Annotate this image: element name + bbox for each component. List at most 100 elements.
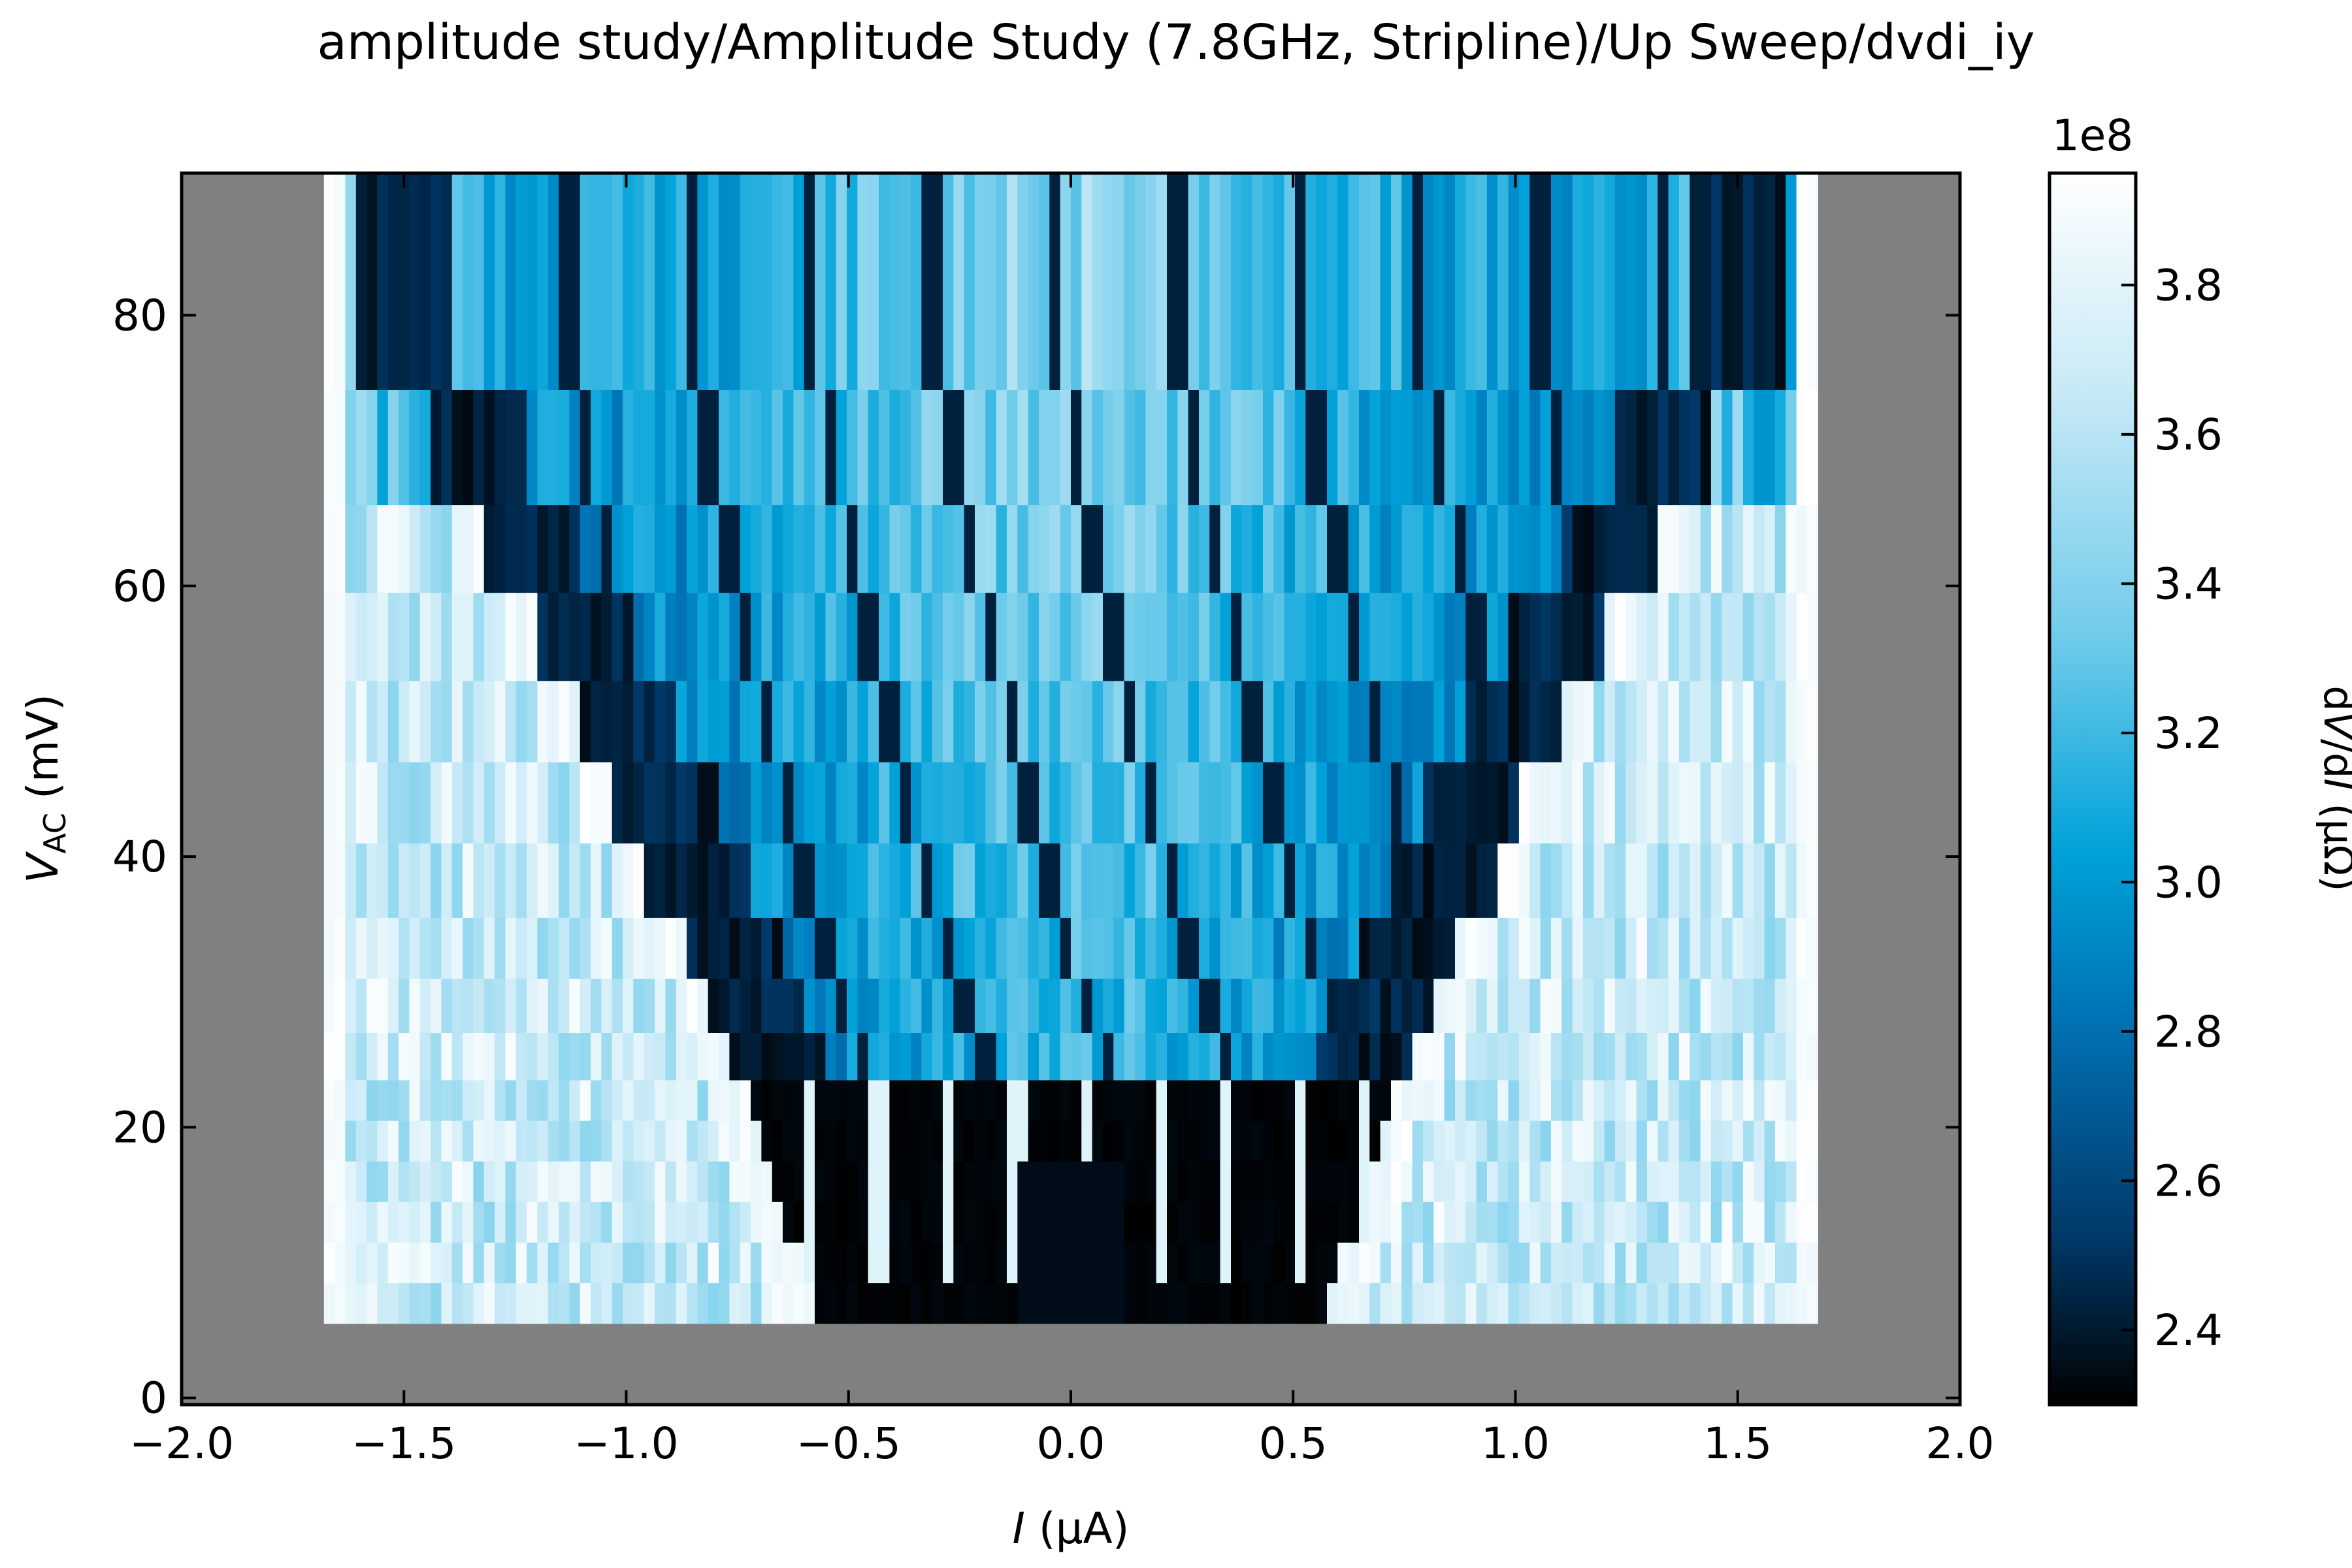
heatmap-cell <box>633 1282 645 1324</box>
heatmap-cell <box>793 1161 805 1202</box>
heatmap-cell <box>633 917 645 979</box>
heatmap-cell <box>975 917 986 979</box>
heatmap-cell <box>1145 762 1157 843</box>
heatmap-cell <box>804 173 815 390</box>
heatmap-cell <box>419 1079 431 1121</box>
heatmap-cell <box>1017 1161 1029 1202</box>
heatmap-cell <box>1518 1032 1530 1081</box>
heatmap-cell <box>1241 593 1253 681</box>
heatmap-cell <box>1081 1282 1093 1324</box>
heatmap-cell <box>515 843 527 918</box>
heatmap-cell <box>633 504 645 593</box>
heatmap-cell <box>1604 978 1616 1033</box>
heatmap-cell <box>1433 1120 1445 1162</box>
heatmap-cell <box>431 389 442 506</box>
heatmap-cell <box>1177 1120 1189 1162</box>
heatmap-cell <box>1252 1079 1264 1121</box>
heatmap-cell <box>943 593 954 681</box>
heatmap-cell <box>687 389 698 506</box>
heatmap-cell <box>1678 1282 1690 1324</box>
heatmap-cell <box>1273 1201 1285 1243</box>
heatmap-cell <box>665 762 677 843</box>
heatmap-cell <box>1796 1120 1808 1162</box>
heatmap-cell <box>1252 593 1264 681</box>
heatmap-cell <box>1188 917 1200 979</box>
heatmap-cell <box>868 978 879 1033</box>
heatmap-cell <box>1103 1282 1114 1324</box>
heatmap-cell <box>687 1282 698 1324</box>
heatmap-cell <box>1081 1032 1093 1081</box>
heatmap-cell <box>537 680 549 762</box>
heatmap-cell <box>463 917 474 979</box>
heatmap-cell <box>559 593 570 681</box>
heatmap-cell <box>633 843 645 918</box>
heatmap-cell <box>1092 593 1103 681</box>
heatmap-cell <box>687 1161 698 1202</box>
heatmap-cell <box>1572 504 1584 593</box>
heatmap-cell <box>655 173 666 390</box>
heatmap-cell <box>889 680 901 762</box>
heatmap-cell <box>1518 1242 1530 1284</box>
heatmap-cell <box>1081 762 1093 843</box>
heatmap-cell <box>783 762 794 843</box>
heatmap-cell <box>1423 680 1434 762</box>
heatmap-cell <box>483 978 495 1033</box>
heatmap-cell <box>601 762 613 843</box>
heatmap-cell <box>1039 1201 1050 1243</box>
heatmap-cell <box>1092 762 1103 843</box>
heatmap-cell <box>719 762 730 843</box>
heatmap-cell <box>1401 917 1413 979</box>
heatmap-cell <box>1518 1161 1530 1202</box>
heatmap-cell <box>1732 1242 1744 1284</box>
heatmap-cell <box>1658 1120 1669 1162</box>
heatmap-cell <box>697 1201 709 1243</box>
heatmap-cell <box>804 843 815 918</box>
heatmap-cell <box>1231 593 1242 681</box>
heatmap-cell <box>783 843 794 918</box>
heatmap-cell <box>996 762 1007 843</box>
heatmap-cell <box>537 978 549 1033</box>
heatmap-cell <box>1636 1120 1648 1162</box>
heatmap-cell <box>729 762 741 843</box>
heatmap-cell <box>1550 762 1562 843</box>
heatmap-cell <box>580 1242 591 1284</box>
heatmap-cell <box>964 843 975 918</box>
heatmap-cell <box>783 504 794 593</box>
heatmap-cell <box>729 504 741 593</box>
heatmap-cell <box>1295 593 1306 681</box>
heatmap-cell <box>527 1161 538 1202</box>
heatmap-cell <box>921 1079 933 1121</box>
heatmap-cell <box>1433 978 1445 1033</box>
heatmap-cell <box>1668 1282 1680 1324</box>
heatmap-cell <box>697 843 709 918</box>
heatmap-cell <box>708 1079 719 1121</box>
heatmap-cell <box>1167 1282 1178 1324</box>
heatmap-cell <box>1007 389 1018 506</box>
heatmap-cell <box>1796 843 1808 918</box>
heatmap-cell <box>612 1032 623 1081</box>
heatmap-cell <box>1582 1282 1594 1324</box>
heatmap-cell <box>1540 173 1552 390</box>
heatmap-cell <box>1550 917 1562 979</box>
heatmap-cell <box>1561 1282 1573 1324</box>
heatmap-cell <box>633 1161 645 1202</box>
heatmap-cell <box>1081 917 1093 979</box>
heatmap-cell <box>1786 843 1797 918</box>
heatmap-cell <box>1028 978 1039 1033</box>
heatmap-cell <box>1103 843 1114 918</box>
heatmap-cell <box>1145 1120 1157 1162</box>
heatmap-cell <box>473 593 485 681</box>
heatmap-cell <box>409 1120 421 1162</box>
heatmap-cell <box>1263 389 1274 506</box>
heatmap-cell <box>1103 1032 1114 1081</box>
heatmap-cell <box>473 1161 485 1202</box>
heatmap-cell <box>889 1161 901 1202</box>
heatmap-cell <box>1241 1242 1253 1284</box>
heatmap-cell <box>1614 978 1626 1033</box>
heatmap-cell <box>1252 1201 1264 1243</box>
heatmap-cell <box>463 389 474 506</box>
heatmap-cell <box>1017 1079 1029 1121</box>
heatmap-cell <box>612 978 623 1033</box>
heatmap-cell <box>1071 1201 1082 1243</box>
heatmap-cell <box>964 680 975 762</box>
